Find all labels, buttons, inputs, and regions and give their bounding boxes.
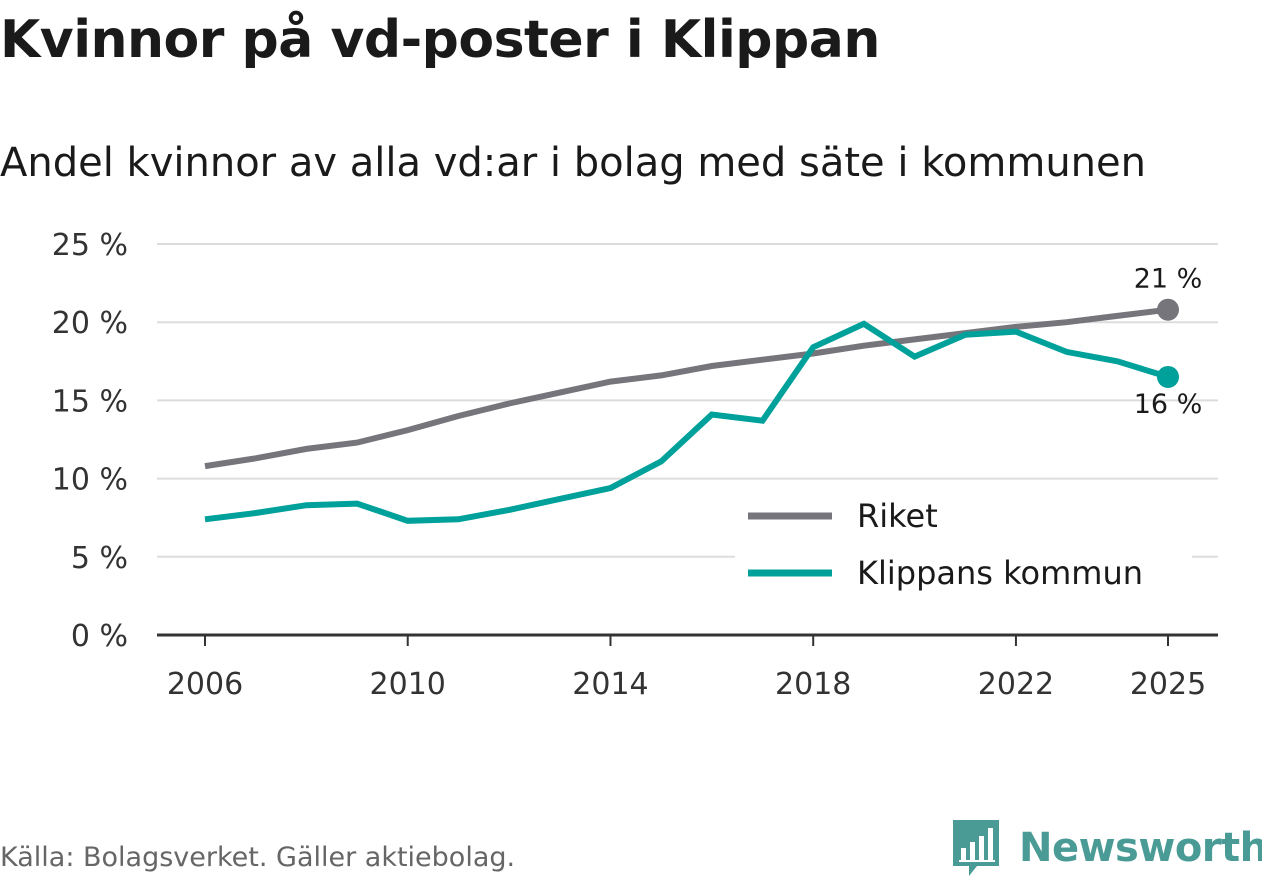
data-point-klippans-kommun — [912, 354, 918, 360]
data-point-klippans-kommun — [506, 507, 512, 513]
x-axis-ticks: 2006 2010 2014 2018 2022 2025 — [167, 635, 1206, 702]
gridlines — [157, 243, 1218, 637]
x-tick-label: 2025 — [1130, 667, 1206, 702]
data-point-klippans-kommun — [202, 516, 208, 522]
legend-background — [735, 489, 1192, 601]
data-point-klippans-kommun — [405, 518, 411, 524]
y-tick-label: 10 % — [52, 463, 128, 498]
data-point-klippans-kommun — [607, 485, 613, 491]
y-axis-ticks: 0 % 5 % 10 % 15 % 20 % 25 % — [52, 228, 128, 654]
data-point-klippans-kommun — [303, 502, 309, 508]
y-tick-label: 20 % — [52, 306, 128, 341]
legend-label-klippans-kommun: Klippans kommun — [857, 554, 1143, 592]
end-marker-riket — [1157, 298, 1179, 321]
data-point-riket — [607, 379, 613, 385]
data-point-klippans-kommun — [709, 411, 715, 417]
brand-name: Newsworthy — [1019, 825, 1262, 871]
newsworthy-logo-icon — [953, 820, 999, 876]
data-point-riket — [354, 440, 360, 446]
data-point-riket — [760, 357, 766, 363]
data-point-klippans-kommun — [1064, 349, 1070, 355]
series-lines — [202, 298, 1179, 524]
legend: Riket Klippans kommun — [735, 489, 1192, 601]
x-tick-label: 2010 — [370, 667, 446, 702]
y-tick-label: 15 % — [52, 384, 128, 419]
data-point-riket — [557, 390, 563, 396]
data-point-riket — [912, 336, 918, 342]
end-marker-klippans-kommun — [1157, 365, 1179, 388]
data-point-riket — [709, 363, 715, 369]
series-line-klippans-kommun — [204, 320, 1169, 524]
data-point-klippans-kommun — [962, 332, 968, 338]
data-point-klippans-kommun — [1114, 358, 1120, 364]
data-point-riket — [405, 427, 411, 433]
data-point-klippans-kommun — [354, 501, 360, 507]
series-line-riket — [204, 306, 1169, 470]
data-point-riket — [455, 413, 461, 419]
data-point-klippans-kommun — [760, 418, 766, 424]
data-point-riket — [303, 446, 309, 452]
data-point-riket — [506, 401, 512, 407]
end-labels: 21 % 16 % — [1134, 264, 1203, 420]
data-point-klippans-kommun — [861, 321, 867, 327]
data-point-riket — [861, 343, 867, 349]
brand-logo: Newsworthy — [951, 818, 1262, 878]
data-point-klippans-kommun — [455, 516, 461, 522]
chart-subtitle: Andel kvinnor av alla vd:ar i bolag med … — [0, 140, 1146, 186]
data-point-riket — [658, 372, 664, 378]
legend-label-riket: Riket — [857, 497, 938, 535]
data-point-riket — [1114, 313, 1120, 319]
data-point-riket — [253, 455, 259, 461]
y-tick-label: 0 % — [71, 619, 128, 654]
y-tick-label: 5 % — [71, 541, 128, 576]
data-point-riket — [1064, 319, 1070, 325]
end-label-klippans-kommun: 16 % — [1134, 389, 1203, 420]
data-point-klippans-kommun — [253, 510, 259, 516]
y-tick-label: 25 % — [52, 228, 128, 263]
end-label-riket: 21 % — [1134, 264, 1203, 295]
data-point-klippans-kommun — [1013, 329, 1019, 335]
data-point-klippans-kommun — [557, 496, 563, 502]
data-point-klippans-kommun — [658, 458, 664, 464]
data-point-riket — [202, 463, 208, 469]
source-note: Källa: Bolagsverket. Gäller aktiebolag. — [0, 842, 516, 873]
x-tick-label: 2006 — [167, 667, 243, 702]
data-point-klippans-kommun — [810, 344, 816, 350]
x-tick-label: 2018 — [775, 667, 851, 702]
x-tick-label: 2022 — [978, 667, 1054, 702]
x-tick-label: 2014 — [572, 667, 648, 702]
chart-title: Kvinnor på vd-poster i Klippan — [0, 10, 880, 70]
